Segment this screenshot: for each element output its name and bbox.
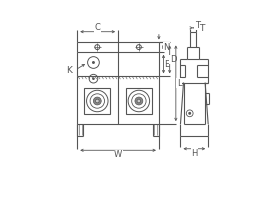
Text: K: K: [66, 66, 72, 75]
Text: T: T: [195, 21, 200, 30]
Circle shape: [93, 78, 94, 79]
Circle shape: [137, 99, 141, 103]
Text: H: H: [191, 149, 197, 158]
Text: D: D: [170, 55, 176, 64]
Bar: [126, 88, 152, 114]
Text: E: E: [164, 60, 169, 69]
Text: N: N: [164, 43, 170, 52]
Text: L: L: [177, 79, 181, 88]
Circle shape: [135, 97, 143, 105]
Text: T: T: [199, 24, 204, 33]
Text: W: W: [114, 150, 122, 159]
Circle shape: [93, 62, 94, 63]
Circle shape: [93, 97, 101, 105]
Text: C: C: [95, 23, 101, 32]
Circle shape: [95, 99, 99, 103]
Circle shape: [189, 113, 190, 114]
Bar: [84, 88, 110, 114]
